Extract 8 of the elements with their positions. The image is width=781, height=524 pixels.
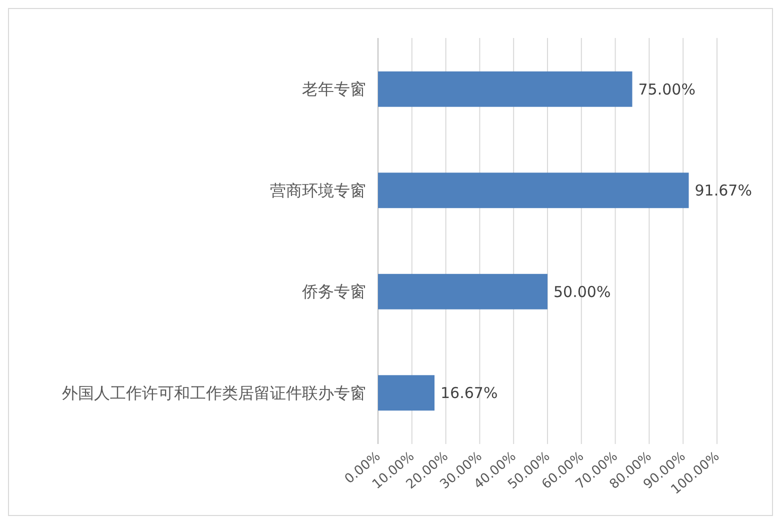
data-label: 16.67% — [440, 384, 498, 402]
data-label: 91.67% — [694, 182, 752, 200]
y-tick-label: 营商环境专窗 — [270, 180, 366, 200]
y-tick-label: 外国人工作许可和工作类居留证件联办专窗 — [62, 383, 366, 402]
y-tick-label: 侨务专窗 — [302, 282, 366, 302]
data-label: 75.00% — [638, 80, 696, 98]
data-label: 50.00% — [554, 282, 611, 301]
y-tick-label: 老年专窗 — [302, 80, 366, 99]
